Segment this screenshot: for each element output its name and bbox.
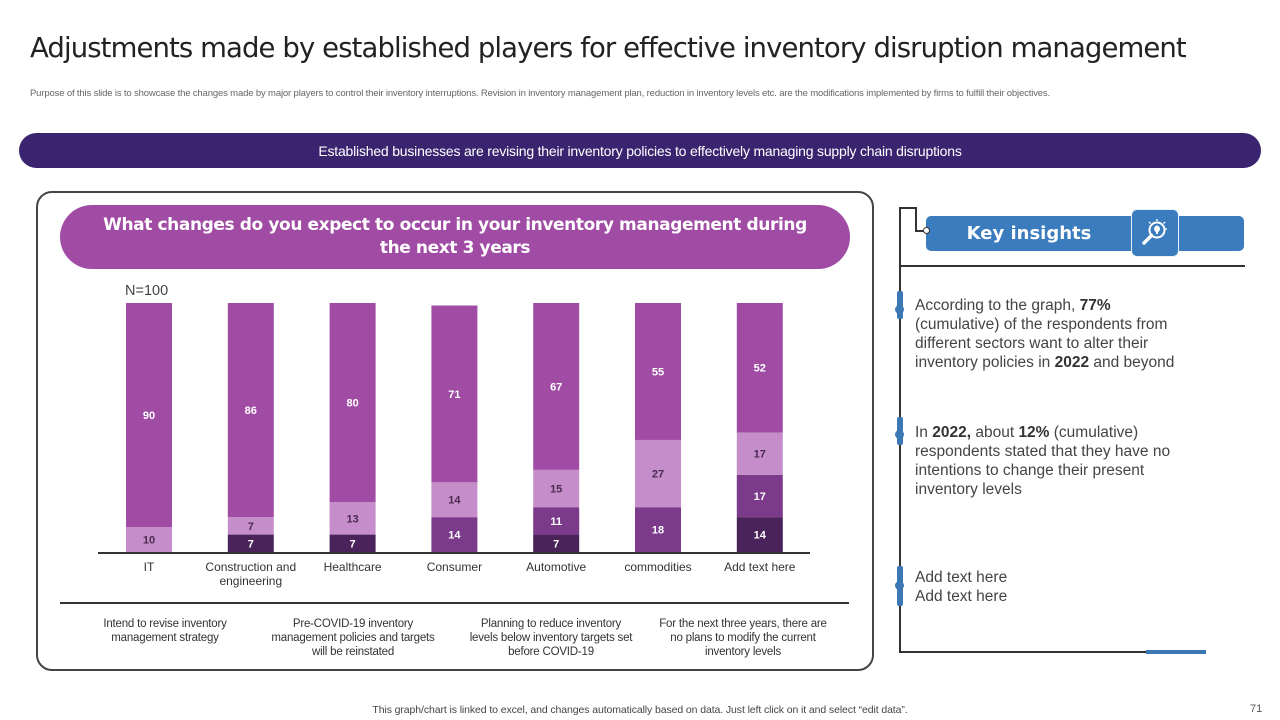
page-subtitle: Purpose of this slide is to showcase the… [30, 88, 1051, 99]
key-insights-title: Key insights [966, 223, 1092, 244]
legend-item: Intend to revise inventory management st… [103, 618, 227, 644]
insight-highlight: 2022, [932, 424, 972, 441]
banner-text: Established businesses are revising thei… [318, 142, 962, 159]
footer-note: This graph/chart is linked to excel, and… [0, 704, 1280, 716]
summary-banner: Established businesses are revising thei… [19, 133, 1261, 168]
insight-bullet-icon [895, 581, 904, 590]
footer-text: This graph/chart is linked to excel, and… [372, 704, 908, 716]
insight-bullet-icon [895, 305, 904, 314]
question-text: What changes do you expect to occur in y… [103, 215, 807, 258]
legend-item: Pre-COVID-19 inventory management polici… [271, 618, 435, 658]
key-insights-header [926, 216, 1244, 251]
sample-size-label: N=100 [125, 283, 169, 299]
legend-item: Planning to reduce inventory levels belo… [469, 618, 633, 658]
insight-highlight: 2022 [1054, 354, 1090, 371]
connector-line [915, 230, 927, 232]
legend-divider [60, 602, 849, 604]
lightbulb-magnifier-icon [1131, 209, 1179, 257]
legend-item: For the next three years, there are no p… [659, 618, 827, 658]
insight-fragment: According to the graph, [915, 297, 1080, 314]
chart-container [36, 191, 874, 671]
insight-fragment: Add text here [915, 569, 1008, 586]
insight-fragment: and beyond [1089, 354, 1175, 371]
insight-fragment: (cumulative) of the respondents from dif… [915, 316, 1168, 371]
connector-line [915, 207, 917, 232]
connector-line [899, 207, 916, 209]
insight-fragment: Add text here [915, 588, 1008, 605]
survey-question: What changes do you expect to occur in y… [60, 205, 850, 269]
insight-highlight: 77% [1079, 297, 1111, 314]
panel-bottom-accent [1146, 650, 1206, 654]
insight-text-3: Add text here Add text here [915, 568, 1195, 606]
panel-bottom-line [899, 651, 1147, 653]
insight-fragment: In [915, 424, 933, 441]
page-number: 71 [1250, 703, 1263, 715]
page-title: Adjustments made by established players … [30, 32, 1187, 64]
connector-dot [923, 227, 930, 234]
insight-fragment: (cumulative) respondents stated that the… [915, 424, 1171, 498]
insight-fragment: about [971, 424, 1019, 441]
insight-highlight: 12% [1018, 424, 1050, 441]
insight-text-1: According to the graph, 77% (cumulative)… [915, 296, 1195, 372]
insight-bullet-icon [895, 430, 904, 439]
panel-divider [899, 265, 1245, 267]
insight-text-2: In 2022, about 12% (cumulative) responde… [915, 423, 1195, 499]
